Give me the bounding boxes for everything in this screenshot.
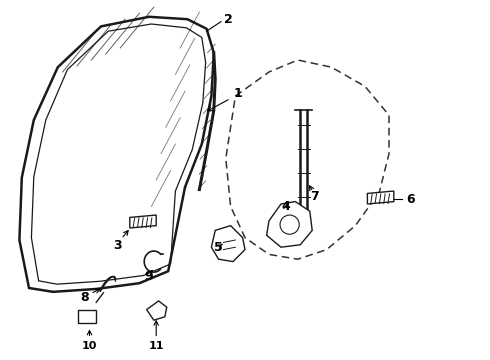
Polygon shape	[78, 310, 96, 323]
Text: 7: 7	[310, 190, 319, 203]
Polygon shape	[147, 301, 167, 320]
Text: 4: 4	[281, 200, 290, 213]
Polygon shape	[368, 191, 394, 204]
Text: 9: 9	[145, 270, 153, 283]
Text: 6: 6	[406, 193, 415, 206]
Text: 1: 1	[233, 87, 242, 100]
Text: 3: 3	[114, 239, 122, 252]
Text: 2: 2	[224, 13, 233, 26]
Text: 10: 10	[81, 341, 97, 351]
Polygon shape	[267, 202, 312, 247]
Text: 8: 8	[80, 291, 89, 304]
Text: 5: 5	[214, 241, 223, 254]
Polygon shape	[130, 215, 156, 228]
Text: 11: 11	[148, 341, 164, 351]
Circle shape	[280, 215, 299, 234]
Polygon shape	[211, 226, 245, 262]
